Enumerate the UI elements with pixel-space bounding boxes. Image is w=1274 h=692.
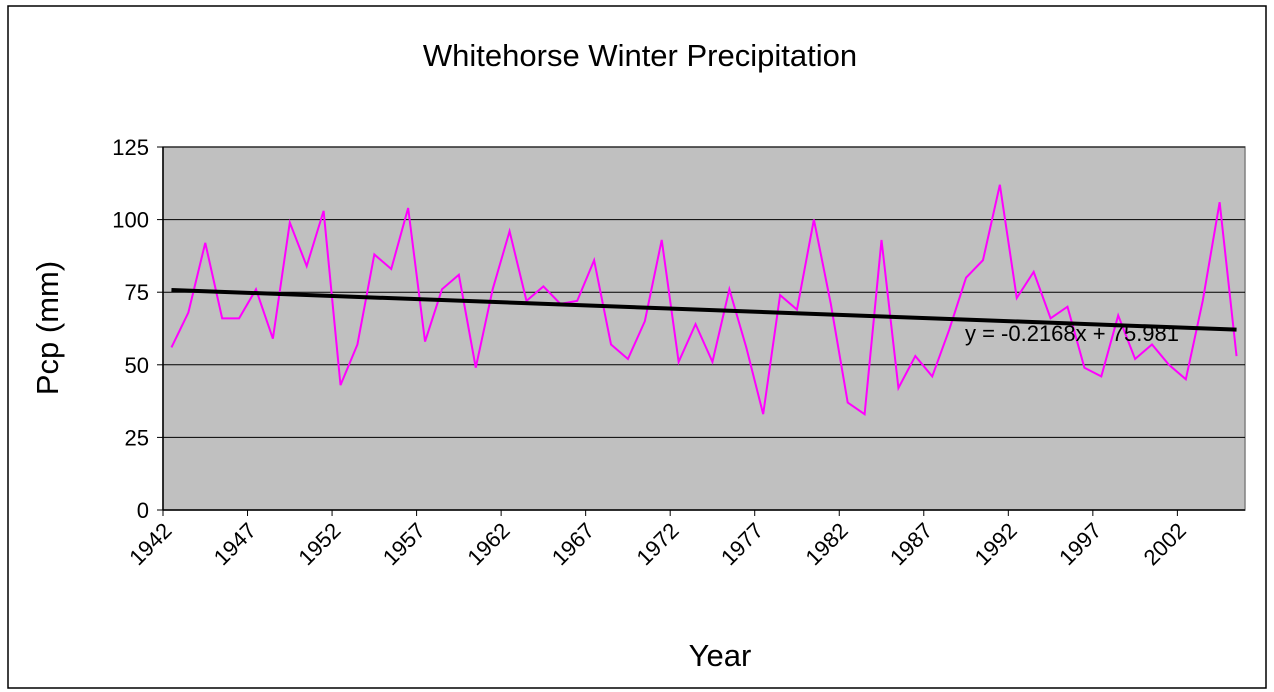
x-axis-label: Year xyxy=(689,638,752,673)
data-line xyxy=(170,184,1238,416)
y-tick-label: 125 xyxy=(112,135,149,160)
y-tick-label: 100 xyxy=(112,208,149,233)
chart-title: Whitehorse Winter Precipitation xyxy=(423,38,857,73)
y-tick-label: 0 xyxy=(137,498,149,523)
plot-area xyxy=(162,146,1246,511)
trendline xyxy=(171,287,1237,332)
y-tick-label: 75 xyxy=(125,280,149,305)
y-tick-label: 50 xyxy=(125,353,149,378)
y-axis-label: Pcp (mm) xyxy=(30,261,65,395)
y-tick-label: 25 xyxy=(125,425,149,450)
trendline-equation: y = -0.2168x + 75.981 xyxy=(965,321,1179,346)
